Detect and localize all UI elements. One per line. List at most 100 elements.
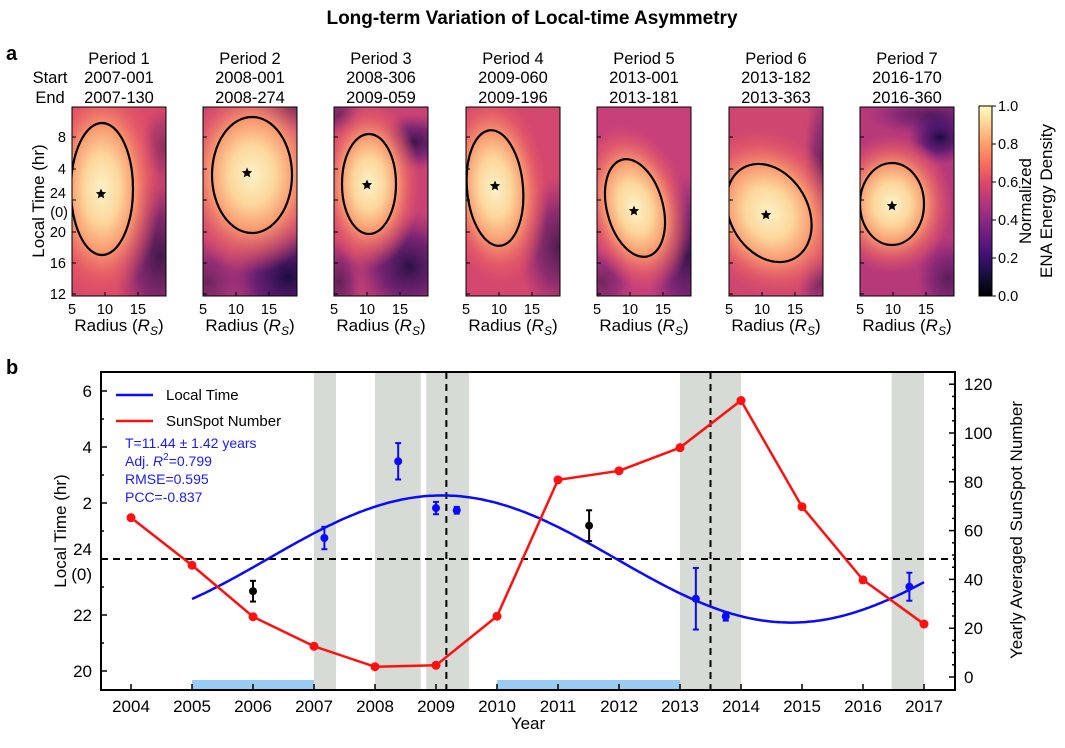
colorbar-gradient <box>978 105 993 297</box>
shaded-observation-period <box>426 372 469 690</box>
star-marker-icon <box>760 209 772 220</box>
sunspot-point <box>919 619 929 629</box>
period-title: Period 6 <box>745 50 806 68</box>
xlabel-close: ) <box>683 316 689 335</box>
legend-label: Local Time <box>166 387 239 404</box>
heatmap-y-tick-label: 16 <box>50 256 66 272</box>
point-marker <box>320 534 329 542</box>
x-tick-label: 10 <box>622 302 638 318</box>
y-right-tick-label: 80 <box>964 473 983 492</box>
heatmap-image <box>72 107 166 296</box>
period-title: Period 2 <box>219 50 280 68</box>
heatmap-frame <box>859 106 955 297</box>
x-tick-label: 15 <box>918 302 934 318</box>
point-marker <box>585 521 594 530</box>
x-tick-label: 2010 <box>478 697 516 716</box>
x-tick-label: 15 <box>261 302 277 318</box>
heatmap-x-axis-label: Radius (RS) <box>74 316 163 338</box>
heatmap-y-tick-label: 4 <box>58 162 66 178</box>
sunspot-point <box>675 443 685 453</box>
colorbar-label-line2: ENA Energy Density <box>1037 123 1056 278</box>
xlabel-symbol: R <box>926 316 938 335</box>
sunspot-point <box>431 660 441 670</box>
x-tick-label: 15 <box>524 302 540 318</box>
local-time-fit-line <box>191 494 925 624</box>
heatmap-image <box>203 107 297 296</box>
xlabel-text: Radius ( <box>862 316 926 335</box>
point-marker <box>452 506 461 515</box>
x-tick-label: 5 <box>68 302 76 318</box>
heatmap-x-axis-label: Radius (RS) <box>468 316 557 338</box>
heatmap-image <box>597 107 691 296</box>
xlabel-text: Radius ( <box>74 316 138 335</box>
xlabel-text: Radius ( <box>731 316 795 335</box>
sunspot-point <box>736 396 746 406</box>
heatmap-image <box>466 107 560 296</box>
star-marker-icon <box>886 200 898 211</box>
local-time-data-point <box>452 505 461 515</box>
y-right-tick-label: 20 <box>964 619 983 638</box>
xlabel-close: ) <box>289 316 295 335</box>
local-time-data-point <box>585 509 594 543</box>
local-time-data-point <box>691 566 700 631</box>
star-marker-icon <box>95 188 107 199</box>
x-tick-label: 2008 <box>356 697 394 716</box>
period-start-date: 2008-001 <box>215 69 285 87</box>
x-tick-label: 2016 <box>844 697 882 716</box>
y-right-tick-label: 40 <box>964 570 983 589</box>
x-axis-label: Year <box>511 714 546 733</box>
legend-item: SunSpot Number <box>116 413 281 430</box>
x-tick-label: 10 <box>885 302 901 318</box>
heatmap-x-axis-label: Radius (RS) <box>862 316 951 338</box>
x-tick-label: 5 <box>856 302 864 318</box>
legend-item: Local Time <box>116 387 239 404</box>
period-end-date: 2009-059 <box>346 89 416 107</box>
colorbar-tick-label: 0.2 <box>998 251 1018 267</box>
sunspot-point <box>309 641 319 651</box>
heatmap-y-tick-label: 12 <box>50 287 66 303</box>
sunspot-point <box>614 466 624 476</box>
x-tick-label: 5 <box>462 302 470 318</box>
xlabel-subscript: S <box>675 324 683 338</box>
x-tick-label: 15 <box>787 302 803 318</box>
xlabel-text: Radius ( <box>599 316 663 335</box>
period-title: Period 5 <box>613 50 674 68</box>
x-tick-label: 5 <box>725 302 733 318</box>
xlabel-symbol: R <box>795 316 807 335</box>
y-left-tick-label: 6 <box>83 382 92 401</box>
local-time-data-point <box>721 611 730 622</box>
fit-pcc-text: PCC=-0.837 <box>125 489 203 505</box>
legend-label: SunSpot Number <box>166 413 281 430</box>
period-end-date: 2009-196 <box>478 89 548 107</box>
heatmap-high-region <box>860 134 953 274</box>
heatmap-x-axis-label: Radius (RS) <box>731 316 820 338</box>
heatmap-high-region <box>72 107 161 296</box>
heatmap-image <box>334 107 428 296</box>
y-right-tick-label: 0 <box>964 668 973 687</box>
row-label-start: Start <box>33 69 68 87</box>
sunspot-point <box>126 513 136 523</box>
x-tick-label: 2006 <box>234 697 272 716</box>
period-start-date: 2009-060 <box>478 69 548 87</box>
heatmap-frame <box>465 106 561 297</box>
heatmap-y-tick-label-midnight: (0) <box>50 205 68 221</box>
r2-symbol: R <box>153 453 163 469</box>
period-start-date: 2007-001 <box>84 69 154 87</box>
xlabel-subscript: S <box>938 324 946 338</box>
xlabel-subscript: S <box>807 324 815 338</box>
sunspot-point <box>248 612 258 622</box>
period-end-date: 2008-274 <box>215 89 285 107</box>
heatmap-high-region <box>729 127 823 296</box>
xlabel-text: Radius ( <box>336 316 400 335</box>
y-left-axis-label: Local Time (hr) <box>51 474 70 587</box>
period-end-date: 2013-363 <box>741 89 811 107</box>
row-label-end: End <box>35 89 64 107</box>
star-marker-icon <box>241 167 253 178</box>
r2-prefix: Adj. <box>125 453 153 469</box>
